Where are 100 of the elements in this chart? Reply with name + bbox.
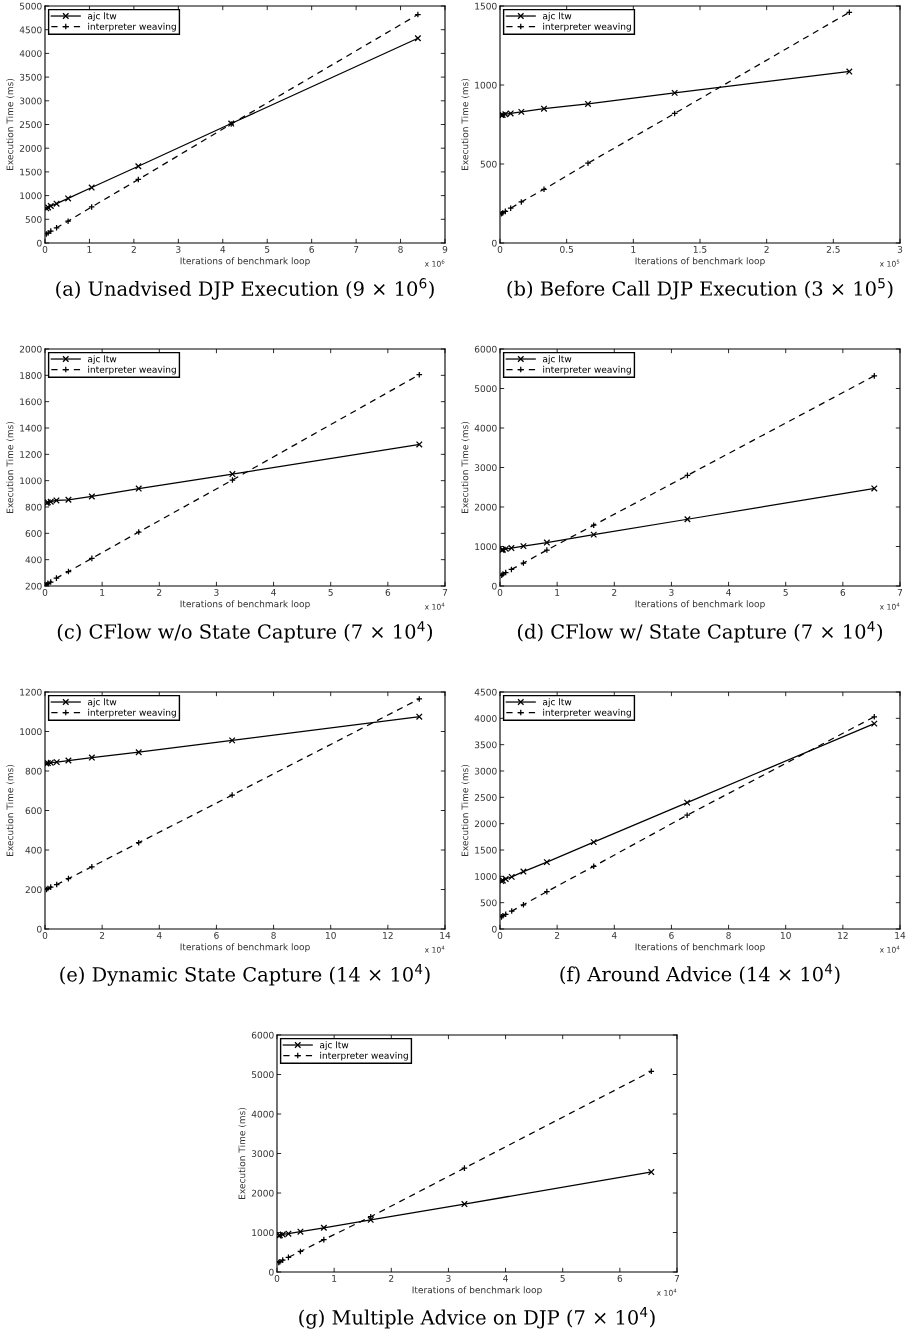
x-tick-label: 3 (176, 245, 181, 253)
x-axis-title: Iterations of benchmark loop (180, 257, 310, 267)
y-tick-label: 200 (25, 582, 42, 590)
point (414, 11, 422, 18)
x-tick-label: 1 (100, 589, 105, 596)
point (870, 720, 878, 728)
x-tick-label: 3 (669, 588, 674, 596)
point (88, 493, 96, 500)
point (64, 195, 72, 202)
point (647, 1168, 655, 1176)
x-tick-label: 12 (383, 931, 393, 939)
x-tick-label: 1 (87, 246, 92, 253)
point (297, 1228, 304, 1236)
legend-label: interpreter weaving (543, 708, 631, 718)
point (870, 485, 878, 492)
x-axis-title: Iterations of benchmark loop (180, 943, 310, 953)
point (543, 546, 551, 554)
text: (e) Dynamic State Capture (14 × 10$^{4}$) (60, 964, 430, 986)
y-tick-label: 500 (480, 899, 497, 907)
y-tick-label: 200 (25, 886, 42, 894)
y-axis-title: Execution Time (ms) (461, 78, 470, 170)
x-tick-label: 1 (332, 1275, 337, 1282)
y-tick-label: 0 (37, 239, 42, 247)
x-tick-label: 14 (440, 932, 451, 939)
x-tick-label: 7 (353, 246, 359, 253)
x-tick-label: 6 (309, 245, 314, 253)
y-tick-label: 2500 (474, 794, 497, 801)
y-tick-label: 0 (492, 239, 497, 247)
x-tick-label: 10 (780, 931, 791, 939)
y-tick-label: 1600 (20, 398, 42, 406)
x-tick-label: 3 (446, 1274, 451, 1282)
y-tick-label: 600 (25, 530, 42, 537)
x-tick-label: 7 (897, 589, 903, 596)
x-tick-label: 0 (497, 588, 503, 596)
x-tick-label: 4 (271, 589, 276, 596)
legend-label: ajc ltw (542, 12, 572, 22)
legend-label: interpreter weaving (88, 22, 176, 32)
y-axis-title: Execution Time (ms) (6, 78, 15, 170)
x-tick-label: 3 (214, 588, 219, 596)
point (520, 542, 527, 550)
x-axis-title: Iterations of benchmark loop (180, 600, 310, 610)
y-tick-label: 3500 (474, 741, 497, 749)
y-tick-label: 0 (269, 1268, 274, 1276)
y-tick-label: 3000 (474, 464, 497, 472)
y-axis-title: Execution Time (ms) (461, 421, 470, 513)
y-tick-label: 3000 (251, 1150, 274, 1158)
point (543, 539, 551, 546)
x-axis-title: Iterations of benchmark loop (635, 943, 765, 953)
y-tick-label: 600 (25, 807, 42, 815)
x-axis-title: Iterations of benchmark loop (412, 1286, 542, 1296)
y-tick-label: 6000 (474, 345, 497, 353)
y-tick-label: 1200 (20, 451, 42, 458)
y-tick-label: 5000 (19, 2, 42, 10)
x-tick-label: 2 (389, 1274, 394, 1282)
point (590, 838, 598, 846)
x-tick-label: 12 (838, 931, 848, 939)
point (517, 108, 525, 116)
x-tick-label: 2 (131, 245, 136, 253)
x-axis-title: Iterations of benchmark loop (635, 257, 765, 267)
x-tick-label: 0 (42, 245, 48, 253)
y-tick-label: 1500 (475, 2, 497, 10)
text: (b) Before Call DJP Execution (3 × 10$^{5}$) (507, 278, 893, 300)
y-tick-label: 0 (492, 925, 497, 933)
text: (f) Around Advice (14 × 10$^{4}$) (560, 963, 840, 985)
y-tick-label: 500 (480, 160, 497, 168)
y-tick-label: 2000 (251, 1189, 274, 1197)
y-tick-label: 400 (25, 846, 42, 854)
x-tick-label: 2 (157, 588, 162, 596)
legend-label: ajc ltw (319, 1041, 349, 1051)
y-tick-label: 4500 (474, 688, 497, 696)
x-tick-label: 8 (726, 931, 731, 939)
point (461, 1200, 468, 1208)
x-tick-label: 2 (99, 931, 105, 939)
x-tick-label: 8 (398, 245, 403, 253)
y-tick-label: 1000 (475, 81, 497, 89)
x-tick-label: 2 (612, 588, 617, 596)
legend-label: ajc ltw (87, 698, 117, 708)
point (461, 1164, 468, 1172)
x-tick-label: 5 (560, 1275, 565, 1282)
text: (d) CFlow w/ State Capture (7 × 10$^{4}$) (517, 621, 882, 643)
x-tick-label: 2.5 (826, 245, 840, 253)
x-tick-label: 0.5 (560, 245, 574, 253)
point (415, 441, 423, 448)
point (65, 496, 72, 504)
y-tick-label: 1000 (20, 477, 42, 485)
legend-label: ajc ltw (87, 12, 117, 22)
point (520, 559, 527, 567)
y-tick-label: 0 (492, 582, 497, 590)
x-tick-label: 2 (554, 931, 560, 939)
x-tick-label: 4 (156, 932, 162, 939)
y-tick-label: 4000 (474, 424, 497, 432)
y-tick-label: 4000 (19, 50, 42, 57)
point (415, 695, 423, 703)
point (683, 799, 691, 807)
y-tick-label: 5000 (251, 1071, 274, 1079)
point (671, 89, 679, 97)
y-tick-label: 3000 (19, 97, 42, 105)
point (517, 198, 525, 206)
x-tick-label: 6 (214, 931, 219, 939)
text: (a) Unadvised DJP Execution (9 × 10$^{6}$) (56, 278, 434, 300)
